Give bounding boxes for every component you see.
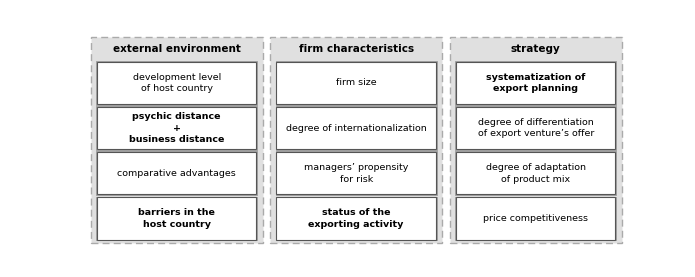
FancyBboxPatch shape	[276, 152, 436, 195]
FancyBboxPatch shape	[276, 197, 436, 240]
Text: firm size: firm size	[336, 78, 377, 87]
Text: firm characteristics: firm characteristics	[299, 44, 414, 54]
FancyBboxPatch shape	[96, 152, 257, 195]
FancyBboxPatch shape	[96, 197, 257, 240]
Text: status of the
exporting activity: status of the exporting activity	[309, 208, 404, 229]
Text: degree of differentiation
of export venture’s offer: degree of differentiation of export vent…	[477, 118, 594, 138]
Text: external environment: external environment	[113, 44, 240, 54]
FancyBboxPatch shape	[455, 106, 616, 150]
FancyBboxPatch shape	[96, 61, 257, 105]
FancyBboxPatch shape	[97, 152, 256, 194]
FancyBboxPatch shape	[277, 198, 436, 240]
FancyBboxPatch shape	[456, 152, 616, 194]
Text: systematization of
export planning: systematization of export planning	[486, 73, 585, 93]
FancyBboxPatch shape	[455, 152, 616, 195]
Text: degree of adaptation
of product mix: degree of adaptation of product mix	[486, 163, 586, 183]
FancyBboxPatch shape	[276, 106, 436, 150]
FancyBboxPatch shape	[270, 37, 442, 243]
Text: comparative advantages: comparative advantages	[117, 169, 236, 178]
FancyBboxPatch shape	[455, 197, 616, 240]
Text: degree of internationalization: degree of internationalization	[286, 124, 427, 133]
Text: psychic distance
+
business distance: psychic distance + business distance	[129, 112, 224, 144]
FancyBboxPatch shape	[97, 107, 256, 149]
FancyBboxPatch shape	[456, 62, 616, 104]
FancyBboxPatch shape	[277, 152, 436, 194]
FancyBboxPatch shape	[96, 106, 257, 150]
FancyBboxPatch shape	[277, 107, 436, 149]
FancyBboxPatch shape	[97, 62, 256, 104]
FancyBboxPatch shape	[276, 61, 436, 105]
Text: barriers in the
host country: barriers in the host country	[138, 208, 215, 229]
FancyBboxPatch shape	[456, 198, 616, 240]
Text: development level
of host country: development level of host country	[133, 73, 221, 93]
FancyBboxPatch shape	[450, 37, 621, 243]
Text: managers’ propensity
for risk: managers’ propensity for risk	[304, 163, 409, 183]
FancyBboxPatch shape	[456, 107, 616, 149]
FancyBboxPatch shape	[97, 198, 256, 240]
FancyBboxPatch shape	[277, 62, 436, 104]
FancyBboxPatch shape	[455, 61, 616, 105]
Text: price competitiveness: price competitiveness	[483, 214, 588, 223]
FancyBboxPatch shape	[91, 37, 263, 243]
Text: strategy: strategy	[511, 44, 561, 54]
